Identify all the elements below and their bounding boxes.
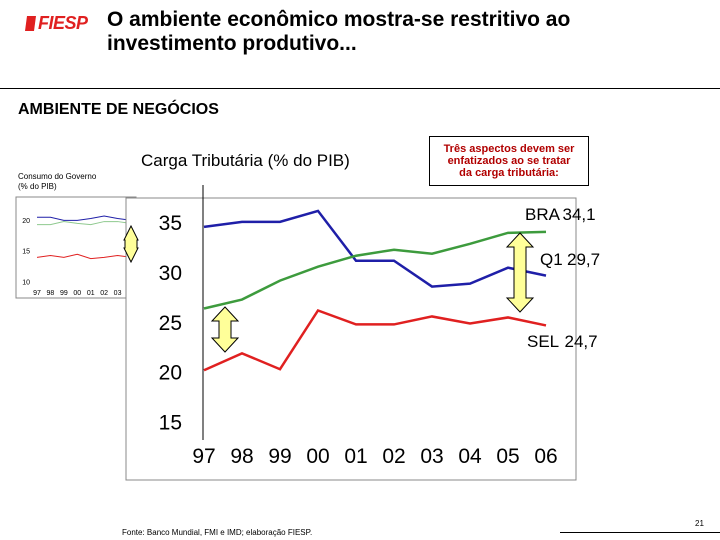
header-divider bbox=[0, 88, 720, 89]
main-chart-x-tick-label: 06 bbox=[534, 445, 557, 468]
main-chart-y-tick-label: 25 bbox=[159, 312, 182, 335]
callout-line1: Três aspectos devem ser bbox=[443, 143, 575, 155]
small-chart-x-tick-label: 00 bbox=[73, 290, 81, 297]
small-chart-x-tick-label: 03 bbox=[114, 290, 122, 297]
callout-box: Três aspectos devem ser enfatizados ao s… bbox=[429, 136, 589, 186]
small-chart-series-line-0 bbox=[37, 215, 132, 221]
main-chart-title: Carga Tributária (% do PIB) bbox=[141, 151, 350, 170]
footer-divider bbox=[560, 532, 720, 533]
small-chart-double-arrow bbox=[123, 224, 139, 264]
small-chart-x-tick-label: 02 bbox=[100, 290, 108, 297]
main-chart-x-tick-label: 05 bbox=[496, 445, 519, 468]
small-chart-x-tick-label: 99 bbox=[60, 290, 68, 297]
main-chart-x-tick-label: 02 bbox=[382, 445, 405, 468]
fiesp-logo-text: FIESP bbox=[38, 13, 88, 33]
annotation-label-bra: BRA bbox=[525, 205, 561, 224]
main-chart-y-tick-label: 15 bbox=[159, 411, 182, 434]
main-chart-y-tick-label: 35 bbox=[159, 212, 182, 235]
callout-line3: da carga tributária: bbox=[459, 167, 559, 179]
main-chart-y-tick-label: 30 bbox=[159, 262, 182, 285]
main-chart-x-tick-label: 99 bbox=[268, 445, 291, 468]
small-chart-title-line1: Consumo do Governo bbox=[18, 172, 97, 181]
main-chart-x-tick-label: 97 bbox=[192, 445, 215, 468]
page-number: 21 bbox=[695, 519, 704, 528]
main-chart-series-line-1 bbox=[203, 230, 547, 310]
annotation-label-q1: Q1 bbox=[540, 250, 563, 269]
small-chart-x-tick-label: 98 bbox=[47, 290, 55, 297]
main-chart-x-tick-label: 01 bbox=[344, 445, 367, 468]
page-title: O ambiente econômico mostra-se restritiv… bbox=[107, 8, 707, 56]
annotation-value-q1: 29,7 bbox=[567, 250, 600, 269]
right-double-arrow bbox=[505, 232, 535, 313]
small-chart-y-tick-label: 20 bbox=[22, 218, 30, 225]
callout-line2: enfatizados ao se tratar bbox=[447, 155, 571, 167]
small-chart-plot-frame bbox=[15, 196, 137, 299]
main-chart-x-tick-label: 98 bbox=[230, 445, 253, 468]
small-chart-title-line2: (% do PIB) bbox=[18, 182, 57, 191]
page-title-line1: O ambiente econômico mostra-se restritiv… bbox=[107, 8, 571, 31]
section-title: AMBIENTE DE NEGÓCIOS bbox=[18, 101, 219, 118]
main-chart-x-tick-label: 00 bbox=[306, 445, 329, 468]
annotation-value-sel: 24,7 bbox=[565, 332, 598, 351]
source-footer: Fonte: Banco Mundial, FMI e IMD; elabora… bbox=[122, 528, 313, 537]
small-chart-y-tick-label: 15 bbox=[22, 249, 30, 256]
small-chart-series-line-1 bbox=[37, 221, 132, 226]
main-chart-y-tick-label: 20 bbox=[159, 362, 182, 385]
small-chart-series-line-2 bbox=[36, 253, 132, 260]
left-double-arrow bbox=[210, 306, 240, 353]
annotation-value-bra: 34,1 bbox=[563, 205, 596, 224]
main-chart-x-tick-label: 04 bbox=[458, 445, 482, 468]
page-title-line2: investimento produtivo... bbox=[107, 32, 357, 55]
small-chart-x-tick-label: 01 bbox=[87, 290, 95, 297]
small-chart: 1015209798990001020304 bbox=[15, 196, 137, 299]
small-chart-y-tick-label: 10 bbox=[22, 279, 30, 286]
main-chart-x-tick-label: 03 bbox=[420, 445, 443, 468]
small-chart-title: Consumo do Governo (% do PIB) bbox=[18, 172, 138, 192]
main-chart-series-line-2 bbox=[203, 308, 547, 372]
small-chart-x-tick-label: 97 bbox=[33, 290, 41, 297]
main-chart-plot-frame bbox=[125, 197, 577, 481]
main-chart-series-line-0 bbox=[203, 209, 547, 288]
annotation-label-sel: SEL bbox=[527, 332, 559, 351]
